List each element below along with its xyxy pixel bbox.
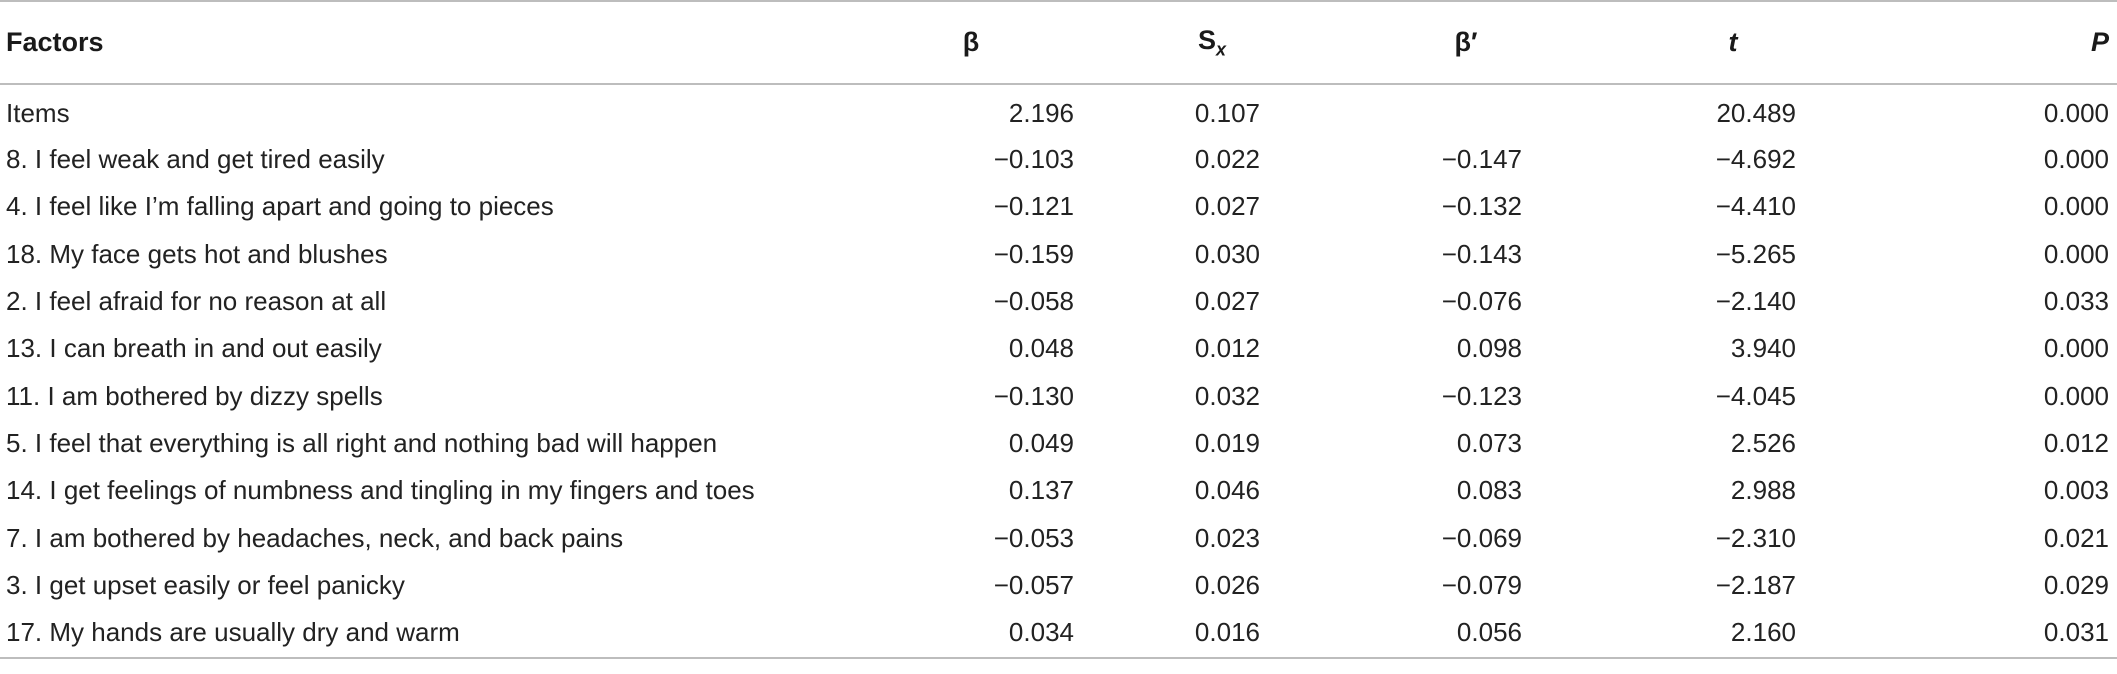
cell-beta: −0.130 [993,380,1074,411]
cell-beta-prime [1332,84,1600,136]
cell-factor: 14. I get feelings of numbness and tingl… [6,475,755,506]
header-t: t [1600,0,1866,85]
cell-t: 2.988 [1730,475,1796,506]
cell-beta-prime: −0.079 [1441,569,1522,600]
cell-t: −4.045 [1715,380,1796,411]
cell-beta: −0.057 [993,569,1074,600]
cell-p: 0.031 [1866,608,2117,659]
table-row: 7. I am bothered by headaches, neck, and… [0,514,2117,561]
header-row: Factors β Sx β′ t P [0,0,2117,85]
header-sx: Sx [1092,0,1332,85]
cell-t: 20.489 [1716,98,1796,128]
table-row: 13. I can breath in and out easily 0.048 0… [0,325,2117,372]
cell-beta: −0.121 [993,191,1074,222]
cell-beta: 0.049 [1008,427,1074,458]
table-header: Factors β Sx β′ t P [0,0,2117,85]
cell-beta: −0.053 [993,522,1074,553]
cell-t: −4.692 [1715,144,1796,175]
cell-factor: 8. I feel weak and get tired easily [6,144,385,175]
cell-factor: Items [6,98,70,128]
table-row: 11. I am bothered by dizzy spells −0.130 0… [0,372,2117,419]
cell-sx: 0.026 [1194,569,1260,600]
header-sx-sub: x [1216,39,1227,60]
cell-beta-prime: 0.056 [1332,608,1600,659]
table-row: 18. My face gets hot and blushes −0.159 0.… [0,231,2117,278]
cell-t: −2.140 [1715,286,1796,317]
cell-factor: 4. I feel like I’m falling apart and goi… [6,191,554,222]
cell-sx: 0.032 [1194,380,1260,411]
header-sx-main: S [1197,24,1216,55]
cell-sx: 0.022 [1194,144,1260,175]
cell-p: 0.003 [2043,475,2109,506]
cell-factor: 11. I am bothered by dizzy spells [6,380,383,411]
table-row: 4. I feel like I’m falling apart and goi… [0,183,2117,230]
cell-t: −5.265 [1715,238,1796,269]
cell-t: 2.160 [1600,608,1866,659]
cell-beta-prime: −0.143 [1441,238,1522,269]
header-beta: β [840,0,1092,85]
cell-t: −4.410 [1715,191,1796,222]
cell-t: −2.187 [1715,569,1796,600]
cell-beta: −0.058 [993,286,1074,317]
cell-beta: −0.159 [993,238,1074,269]
table-row: 3. I get upset easily or feel panicky −0.… [0,562,2117,609]
cell-beta-prime: −0.147 [1441,144,1522,175]
regression-table: Factors β Sx β′ t P Items 2.196 0.107 20.48… [0,0,2117,659]
cell-sx: 0.030 [1194,238,1260,269]
cell-beta-prime: 0.083 [1456,475,1522,506]
cell-t: 3.940 [1730,333,1796,364]
cell-beta: 0.048 [1008,333,1074,364]
table-row: 17. My hands are usually dry and warm 0.0… [0,608,2117,659]
cell-sx: 0.023 [1194,522,1260,553]
table-row: 14. I get feelings of numbness and tingl… [0,467,2117,514]
cell-sx: 0.027 [1194,286,1260,317]
cell-beta-prime: −0.123 [1441,380,1522,411]
cell-p: 0.021 [2043,522,2109,553]
cell-p: 0.000 [2043,144,2109,175]
cell-factor: 3. I get upset easily or feel panicky [6,569,405,600]
cell-factor: 7. I am bothered by headaches, neck, and… [6,522,624,553]
cell-beta-prime: −0.132 [1441,191,1522,222]
cell-p: 0.000 [2043,333,2109,364]
cell-beta-prime: 0.073 [1456,427,1522,458]
table-row: 5. I feel that everything is all right a… [0,420,2117,467]
cell-t: 2.526 [1730,427,1796,458]
cell-factor: 17. My hands are usually dry and warm [0,608,840,659]
cell-beta-prime: 0.098 [1456,333,1522,364]
cell-factor: 2. I feel afraid for no reason at all [6,286,387,317]
cell-p: 0.000 [2043,238,2109,269]
cell-sx: 0.046 [1194,475,1260,506]
cell-beta: 2.196 [1008,98,1074,128]
cell-factor: 5. I feel that everything is all right a… [6,427,718,458]
table-row: 2. I feel afraid for no reason at all −0.… [0,278,2117,325]
cell-sx: 0.027 [1194,191,1260,222]
table-body: Items 2.196 0.107 20.489 0.000 8. I feel weak… [0,84,2117,659]
cell-p: 0.012 [2043,427,2109,458]
cell-p: 0.000 [2043,380,2109,411]
cell-p: 0.000 [2043,191,2109,222]
header-beta-prime: β′ [1332,0,1600,85]
cell-beta: −0.103 [993,144,1074,175]
table-row: Items 2.196 0.107 20.489 0.000 [0,84,2117,136]
cell-factor: 13. I can breath in and out easily [6,333,382,364]
cell-beta-prime: −0.069 [1441,522,1522,553]
cell-beta: 0.034 [840,608,1092,659]
cell-beta-prime: −0.076 [1441,286,1522,317]
cell-p: 0.033 [2043,286,2109,317]
cell-factor: 18. My face gets hot and blushes [6,238,388,269]
cell-p: 0.029 [2043,569,2109,600]
cell-sx: 0.016 [1092,608,1332,659]
cell-p: 0.000 [2043,98,2109,128]
header-p: P [1866,0,2117,85]
cell-sx: 0.012 [1194,333,1260,364]
cell-sx: 0.107 [1194,98,1260,128]
table-row: 8. I feel weak and get tired easily −0.10… [0,136,2117,183]
cell-t: −2.310 [1715,522,1796,553]
cell-sx: 0.019 [1194,427,1260,458]
cell-beta: 0.137 [1008,475,1074,506]
header-factors: Factors [0,0,840,85]
